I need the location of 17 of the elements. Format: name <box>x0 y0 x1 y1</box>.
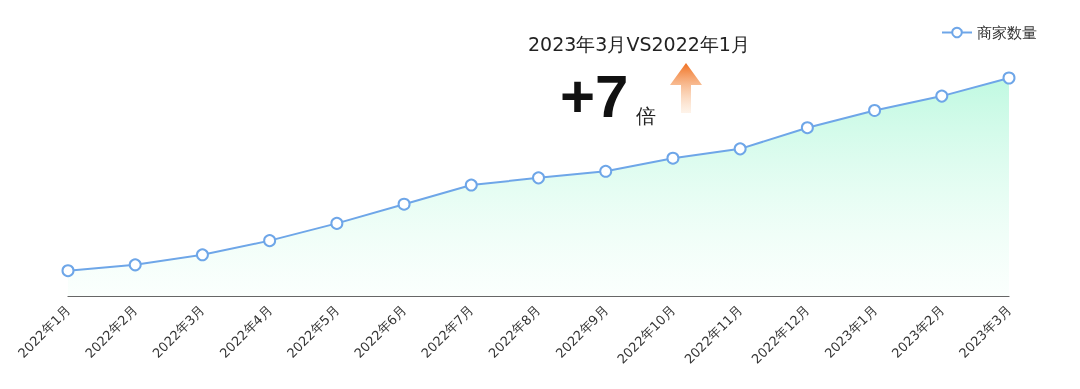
point <box>397 197 411 211</box>
point <box>532 171 545 185</box>
point <box>330 216 344 230</box>
point <box>666 151 680 165</box>
point <box>599 164 613 178</box>
point <box>868 103 882 117</box>
point <box>464 178 478 192</box>
point <box>128 258 142 272</box>
point <box>733 142 747 156</box>
point <box>1002 71 1016 85</box>
text: 2023年3月VS2022年1月 <box>528 32 750 55</box>
point <box>263 234 277 248</box>
point <box>935 89 949 103</box>
point <box>800 121 814 135</box>
legend-label: 商家数量 <box>977 23 1037 42</box>
point <box>195 248 209 262</box>
point <box>61 264 75 278</box>
